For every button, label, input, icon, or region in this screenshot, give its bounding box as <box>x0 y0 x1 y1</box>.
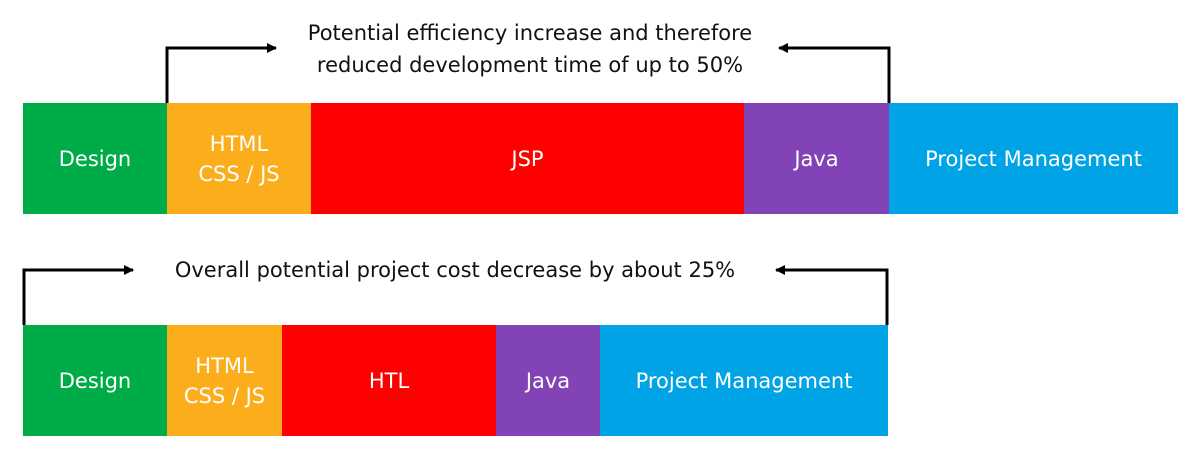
top-segment-jsp: JSP <box>311 103 744 214</box>
top-right-arrow <box>778 43 891 103</box>
top-segment-design: Design <box>23 103 167 214</box>
top-segment-java: Java <box>744 103 889 214</box>
bottom-segment-design: Design <box>23 325 167 436</box>
bottom-segment-html-css-js: HTML CSS / JS <box>167 325 282 436</box>
bottom-right-arrow <box>775 265 889 325</box>
top-segment-project-management: Project Management <box>889 103 1178 214</box>
bottom-left-arrow <box>22 265 134 325</box>
top-caption: Potential efficiency increase and theref… <box>307 21 753 77</box>
bottom-segment-java: Java <box>496 325 600 436</box>
top-segment-html-css-js: HTML CSS / JS <box>167 103 311 214</box>
bottom-caption: Overall potential project cost decrease … <box>174 258 736 282</box>
bottom-segment-htl: HTL <box>282 325 496 436</box>
bottom-segment-project-management: Project Management <box>600 325 888 436</box>
top-left-arrow <box>165 43 277 103</box>
